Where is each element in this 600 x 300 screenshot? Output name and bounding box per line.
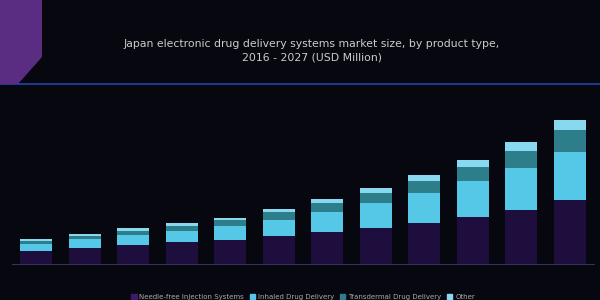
Bar: [263, 209, 295, 212]
Bar: [409, 181, 440, 193]
Bar: [311, 203, 343, 212]
Bar: [409, 223, 440, 264]
Bar: [505, 168, 537, 210]
Bar: [214, 226, 246, 240]
Bar: [20, 251, 52, 264]
Bar: [360, 228, 392, 264]
Bar: [263, 212, 295, 220]
Bar: [263, 236, 295, 264]
Bar: [360, 193, 392, 203]
Bar: [311, 232, 343, 264]
Bar: [20, 244, 52, 251]
Bar: [457, 181, 488, 217]
Bar: [20, 241, 52, 244]
Bar: [505, 142, 537, 151]
Bar: [69, 236, 101, 239]
Bar: [166, 223, 197, 226]
Legend: Needle-free Injection Systems, Inhaled Drug Delivery, Transdermal Drug Delivery,: Needle-free Injection Systems, Inhaled D…: [128, 291, 478, 300]
Bar: [166, 226, 197, 231]
Bar: [118, 235, 149, 245]
Bar: [505, 151, 537, 168]
Bar: [457, 167, 488, 181]
Text: Japan electronic drug delivery systems market size, by product type,
2016 - 2027: Japan electronic drug delivery systems m…: [124, 39, 500, 63]
Bar: [554, 152, 586, 200]
Bar: [457, 217, 488, 264]
Bar: [166, 231, 197, 242]
Bar: [360, 188, 392, 193]
Bar: [118, 231, 149, 235]
Bar: [214, 220, 246, 226]
Bar: [69, 248, 101, 264]
Bar: [69, 233, 101, 236]
Bar: [360, 203, 392, 228]
Bar: [554, 200, 586, 264]
Bar: [118, 245, 149, 264]
Bar: [554, 130, 586, 152]
Bar: [214, 240, 246, 264]
Bar: [457, 160, 488, 167]
Bar: [263, 220, 295, 236]
Bar: [118, 228, 149, 231]
Bar: [505, 210, 537, 264]
Bar: [69, 239, 101, 248]
Bar: [311, 212, 343, 232]
Bar: [409, 175, 440, 181]
Bar: [311, 199, 343, 203]
Bar: [20, 239, 52, 241]
Bar: [409, 193, 440, 223]
Bar: [166, 242, 197, 264]
Bar: [554, 120, 586, 130]
Bar: [214, 218, 246, 220]
